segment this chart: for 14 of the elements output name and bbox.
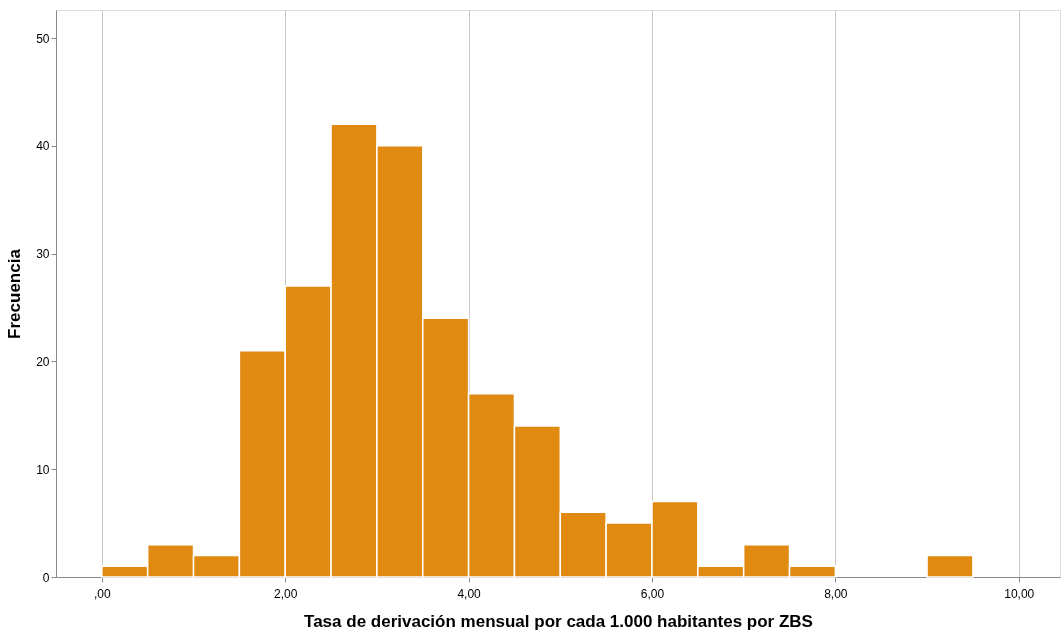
y-tick-label: 20 xyxy=(36,354,50,369)
y-tick-label: 10 xyxy=(36,462,50,477)
x-axis-title: Tasa de derivación mensual por cada 1.000 habitantes por ZBS xyxy=(304,611,813,631)
x-tick-label: ,00 xyxy=(94,586,112,601)
x-tick-label: 4,00 xyxy=(457,586,482,601)
x-tick-label: 2,00 xyxy=(274,586,298,601)
x-tick-label: 6,00 xyxy=(640,586,665,601)
x-tick-label: 8,00 xyxy=(824,586,848,601)
y-tick-label: 30 xyxy=(36,247,50,262)
y-tick-label: 50 xyxy=(36,31,50,46)
y-tick-label: 40 xyxy=(36,139,50,154)
y-axis-title: Frecuencia xyxy=(5,248,25,339)
x-tick-label: 10,00 xyxy=(1004,586,1035,601)
y-tick-label: 0 xyxy=(42,570,50,585)
